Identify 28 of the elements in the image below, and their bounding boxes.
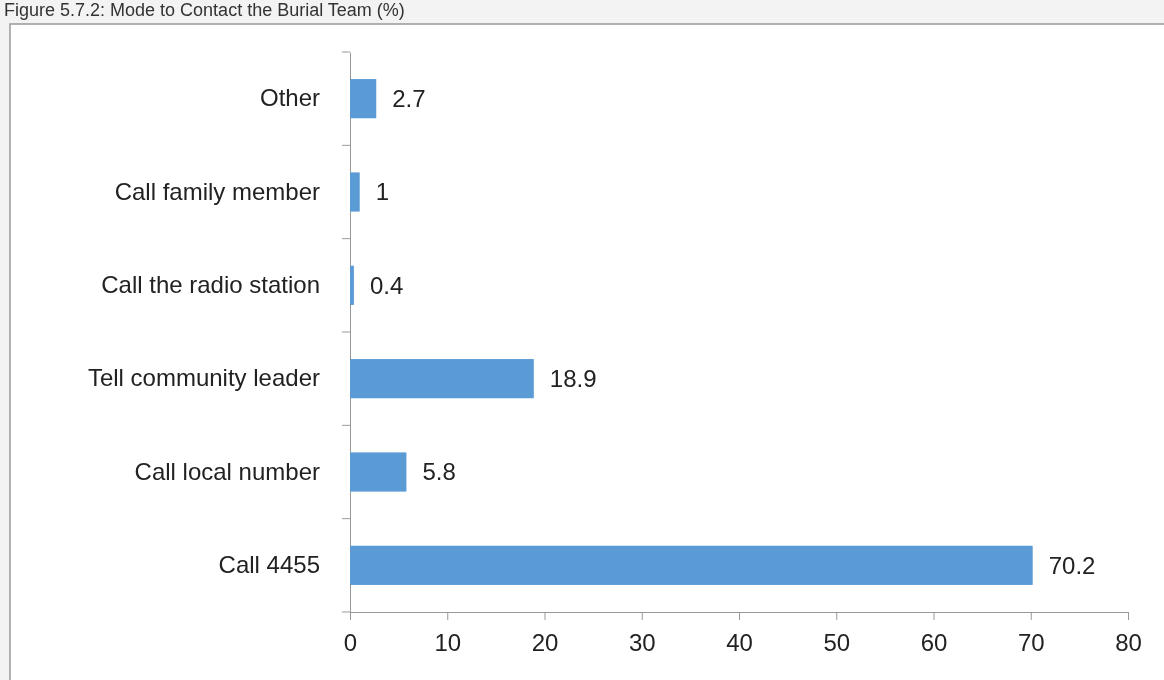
x-tick-label: 40 <box>726 629 753 657</box>
x-tick-label: 60 <box>920 629 948 657</box>
data-label: 18.9 <box>549 365 597 393</box>
bar <box>350 545 1033 585</box>
bar <box>350 359 534 399</box>
bar <box>350 452 407 492</box>
y-tick-label: Call family member <box>114 177 320 205</box>
x-tick-label: 10 <box>434 629 462 657</box>
x-tick-label: 50 <box>823 629 851 657</box>
text: Figure 5.7.2: Mode to Contact the Burial Team (%) <box>4 0 405 20</box>
y-tick-label: Call the radio station <box>101 271 320 299</box>
y-tick-label: Call local number <box>134 457 320 485</box>
bar <box>350 172 360 212</box>
x-tick-label: 0 <box>343 629 358 657</box>
x-tick-label: 70 <box>1017 629 1045 657</box>
x-tick-label: 80 <box>1115 629 1142 657</box>
bar <box>350 265 354 305</box>
data-label: 70.2 <box>1048 551 1096 579</box>
data-label: 0.4 <box>369 271 404 299</box>
x-tick-label: 20 <box>531 629 559 657</box>
data-label: 5.8 <box>422 458 456 486</box>
bar <box>350 79 377 119</box>
data-label: 2.7 <box>392 85 426 113</box>
y-tick-label: Call 4455 <box>218 551 320 579</box>
y-tick-label: Other <box>259 84 320 112</box>
x-tick-label: 30 <box>628 629 656 657</box>
y-tick-label: Tell community leader <box>87 364 320 392</box>
data-label: 1 <box>375 178 390 206</box>
